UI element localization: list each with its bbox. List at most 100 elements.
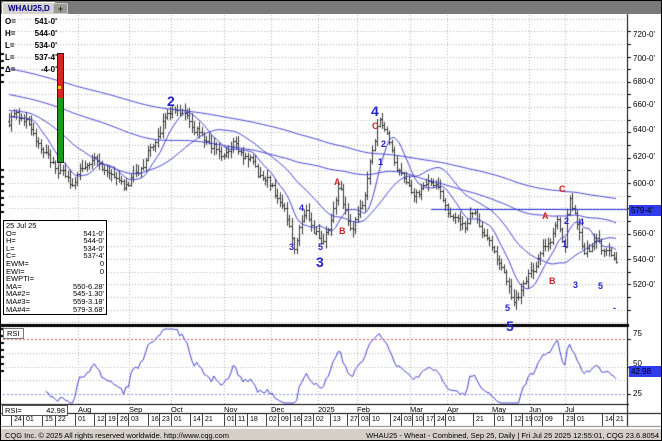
time-axis-day-label: 21: [476, 416, 484, 423]
elliott-wave-label-3: 3: [289, 242, 295, 252]
time-axis-day-separator: [148, 414, 149, 426]
elliott-wave-label-2: 2: [564, 216, 570, 226]
time-axis-day-label: 14: [193, 416, 201, 423]
time-axis-day-separator: [128, 414, 129, 426]
time-axis-month-label: Nov: [224, 405, 238, 414]
time-axis-day-label: 03: [404, 416, 412, 423]
time-axis-month-label: Jun: [529, 405, 542, 414]
time-axis-day-label: 02: [269, 416, 277, 423]
time-axis-month-label: May: [492, 405, 507, 414]
elliott-wave-label-3: 3: [573, 280, 579, 290]
time-axis-month-label: Feb: [357, 405, 370, 414]
time-axis-day-label: 09: [545, 416, 553, 423]
time-axis-month-label: Aug: [78, 405, 92, 414]
elliott-wave-label-A: A: [334, 177, 341, 187]
time-axis-day-separator: [445, 414, 446, 426]
time-axis-day-label: 01: [227, 416, 235, 423]
ohlc-row-label: Δ=: [5, 65, 16, 74]
rsi-readout-value: 42.98: [46, 406, 65, 415]
time-axis-month-label: Apr: [447, 405, 459, 414]
time-axis-day-separator: [423, 414, 424, 426]
info-box-row-label: C=: [6, 251, 16, 261]
ohlc-row-label: L=: [5, 53, 15, 62]
gauge-yellow-marker: [58, 86, 61, 89]
rsi-value-readout: RSI= 42.98: [2, 405, 68, 416]
time-axis-day-separator: [613, 414, 614, 426]
price-axis-tick-label: 720-0': [633, 30, 655, 39]
time-axis-day-label: 12: [514, 416, 522, 423]
price-axis-tick-label: 660-0': [633, 100, 655, 109]
time-axis-day-label: 01: [448, 416, 456, 423]
time-axis-day-label: 10: [415, 416, 423, 423]
time-axis-day-separator: [563, 414, 564, 426]
rsi-axis-tick-label: 25: [633, 389, 642, 398]
time-axis-month-label: 2025: [318, 405, 335, 414]
rsi-readout-label: RSI=: [5, 406, 22, 415]
time-axis-day-label: 23: [162, 416, 170, 423]
ohlc-row-value: 544-0': [34, 29, 57, 38]
time-axis-day-separator: [190, 414, 191, 426]
info-box-row: EWM= 0: [6, 260, 104, 268]
time-axis-day-separator: [23, 414, 24, 426]
info-box-row-value: 545-1.30': [72, 289, 104, 299]
info-box-row: EWPTI=: [6, 275, 104, 283]
ohlc-row-label: L=: [5, 41, 15, 50]
ohlc-row-label: O=: [5, 17, 16, 26]
info-box-row-value: 0: [99, 258, 104, 268]
time-axis-day-label: 01: [497, 416, 505, 423]
elliott-wave-label-4: 4: [299, 203, 305, 213]
time-axis-day-label: 21: [205, 416, 213, 423]
time-axis-month-label: Sep: [129, 405, 143, 414]
time-axis-day-label: 01: [577, 416, 585, 423]
elliott-wave-label-1: 1: [378, 157, 384, 167]
info-box-row: O= 541-0': [6, 229, 104, 238]
rsi-study-label: RSI: [3, 328, 24, 339]
info-box-row-label: MA#4=: [6, 304, 30, 314]
time-axis-day-separator: [347, 414, 348, 426]
ohlc-row: L= 534-0': [5, 40, 57, 52]
time-axis-day-label: 18: [250, 416, 258, 423]
elliott-wave-label-C: C: [372, 121, 379, 131]
time-axis-day-separator: [542, 414, 543, 426]
time-axis-day-label: 13: [333, 416, 341, 423]
time-axis-day-separator: [434, 414, 435, 426]
time-axis-day-separator: [247, 414, 248, 426]
status-bar: CQG Inc. © 2025 All rights reserved worl…: [1, 428, 661, 440]
tab-whau25-daily[interactable]: WHAU25,D: [2, 2, 56, 14]
price-axis-tick-label: 520-0': [633, 280, 655, 289]
info-box-row: MA#2= 545-1.30': [6, 290, 104, 298]
time-axis-day-separator: [159, 414, 160, 426]
price-range-gauge: [57, 53, 64, 163]
time-axis-day-separator: [105, 414, 106, 426]
elliott-wave-label-C: C: [559, 184, 566, 194]
time-axis-day-separator: [75, 414, 76, 426]
new-tab-button[interactable]: +: [53, 3, 68, 14]
time-axis-day-label: 24: [14, 416, 22, 423]
time-axis-day-label: 01: [26, 416, 34, 423]
elliott-wave-label-3: 3: [316, 254, 324, 270]
time-axis-day-separator: [171, 414, 172, 426]
elliott-wave-label-A: A: [542, 211, 549, 221]
info-box-row-label: EWPTI=: [6, 274, 35, 284]
price-axis-highlight-579-4: 579-4': [629, 205, 661, 216]
price-axis-tick-label: 540-0': [633, 255, 655, 264]
info-box-row-value: 0: [99, 266, 104, 276]
info-box-row-label: MA#3=: [6, 296, 30, 306]
chart-tabbar: WHAU25,D +: [1, 1, 661, 14]
ohlc-row-value: 537-4': [34, 53, 57, 62]
time-axis-day-separator: [369, 414, 370, 426]
price-axis-tick-label: 600-0': [633, 179, 655, 188]
info-box-row-label: MA#2=: [6, 289, 30, 299]
time-axis-day-separator: [11, 414, 12, 426]
elliott-wave-label-B: B: [339, 226, 346, 236]
time-axis-day-label: 02: [316, 416, 324, 423]
gauge-lower-green-bar: [58, 98, 63, 162]
time-axis-day-label: 23: [304, 416, 312, 423]
time-axis-day-label: 22: [58, 416, 66, 423]
time-axis-day-label: 11: [238, 416, 246, 423]
elliott-wave-label-4: 4: [579, 217, 585, 227]
time-axis-day-label: 17: [426, 416, 434, 423]
ohlc-row: H= 544-0': [5, 28, 57, 40]
elliott-wave-label--: -: [613, 303, 616, 313]
